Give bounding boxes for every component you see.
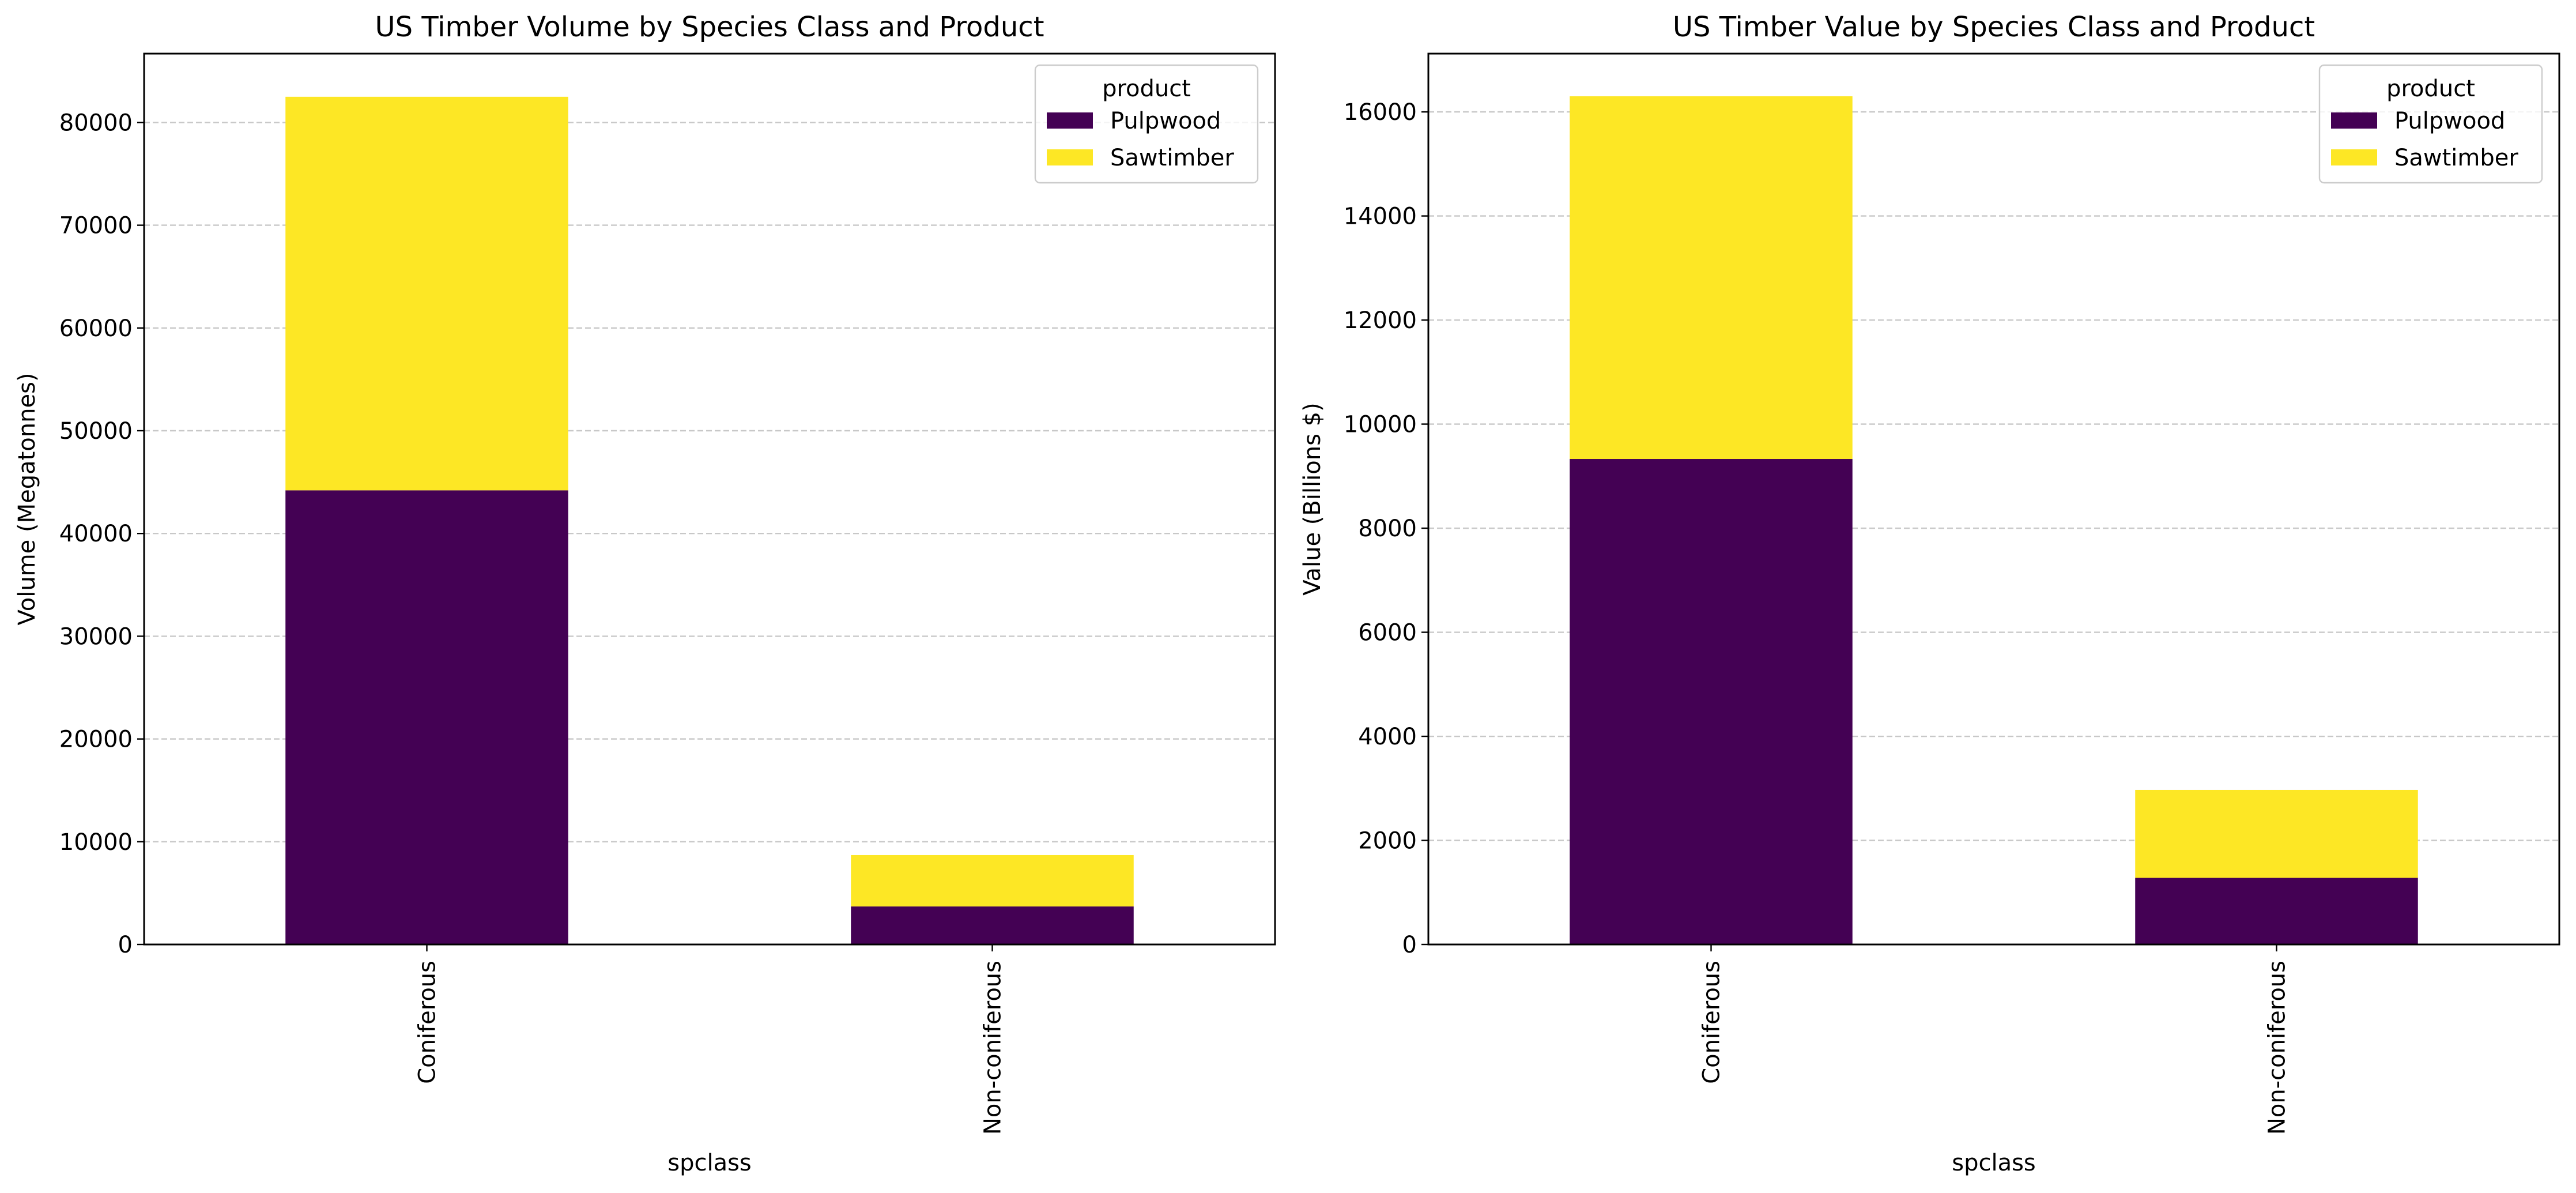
y-tick-label: 16000: [1344, 99, 1417, 126]
y-tick-label: 40000: [59, 521, 133, 547]
bar-sawtimber-non-coniferous: [2135, 789, 2418, 878]
legend-label-sawtimber: Sawtimber: [2394, 145, 2518, 171]
axes-frame: [143, 52, 1276, 946]
y-tick-label: 80000: [59, 110, 133, 136]
chart-panel-1: 0 10000 20000 30000 40000 50000 60000 70000 8000…: [14, 11, 1276, 1176]
legend-swatch-sawtimber: [2331, 149, 2377, 165]
y-tick-label: 0: [1402, 932, 1417, 958]
y-tick-label: 2000: [1358, 828, 1417, 855]
chart-title: US Timber Value by Species Class and Pro…: [1673, 11, 2315, 43]
chart-panel-2: 0 2000 4000 6000 8000 10000 12000 14000 16000 Con…: [1299, 11, 2560, 1176]
bar-pulpwood-coniferous: [285, 490, 568, 944]
x-tick-label-non-coniferous: Non-coniferous: [980, 961, 1006, 1135]
y-tick-label: 4000: [1358, 724, 1417, 750]
y-axis-label: Volume (Megatonnes): [14, 372, 40, 625]
bar-pulpwood-non-coniferous: [851, 906, 1134, 944]
bar-pulpwood-coniferous: [1570, 459, 1853, 944]
axes-frame: [1427, 52, 2560, 946]
y-tick-label: 70000: [59, 213, 133, 239]
legend-title: product: [1102, 76, 1191, 102]
legend-title: product: [2386, 76, 2475, 102]
legend-label-pulpwood: Pulpwood: [2394, 108, 2505, 134]
bar-pulpwood-non-coniferous: [2135, 878, 2418, 944]
y-axis-label: Value (Billions $): [1299, 402, 1326, 596]
bar-sawtimber-non-coniferous: [851, 855, 1134, 907]
y-tick-label: 0: [118, 932, 133, 958]
x-tick-label-non-coniferous: Non-coniferous: [2264, 961, 2291, 1135]
y-tick-label: 50000: [59, 418, 133, 445]
y-tick-label: 30000: [59, 623, 133, 650]
legend: product Pulpwood Sawtimber: [2318, 64, 2543, 184]
x-tick-label-coniferous: Coniferous: [1699, 961, 1725, 1084]
y-tick-label: 10000: [59, 829, 133, 856]
legend-swatch-sawtimber: [1047, 149, 1093, 165]
bar-sawtimber-coniferous: [1570, 96, 1853, 460]
y-tick-label: 20000: [59, 727, 133, 753]
y-tick-label: 10000: [1344, 412, 1417, 438]
legend-swatch-pulpwood: [1047, 112, 1093, 129]
x-tick-label-coniferous: Coniferous: [414, 961, 441, 1084]
y-tick-label: 60000: [59, 315, 133, 342]
y-tick-label: 8000: [1358, 515, 1417, 542]
chart-title: US Timber Volume by Species Class and Pr…: [375, 11, 1044, 43]
y-tick-label: 14000: [1344, 204, 1417, 230]
x-axis-label: spclass: [1952, 1150, 2036, 1176]
legend-label-sawtimber: Sawtimber: [1110, 145, 1234, 171]
legend-label-pulpwood: Pulpwood: [1110, 108, 1221, 134]
x-axis-label: spclass: [667, 1150, 752, 1176]
y-tick-label: 6000: [1358, 620, 1417, 646]
bar-sawtimber-coniferous: [285, 96, 568, 491]
legend: product Pulpwood Sawtimber: [1034, 64, 1259, 184]
legend-swatch-pulpwood: [2331, 112, 2377, 129]
y-tick-label: 12000: [1344, 307, 1417, 334]
